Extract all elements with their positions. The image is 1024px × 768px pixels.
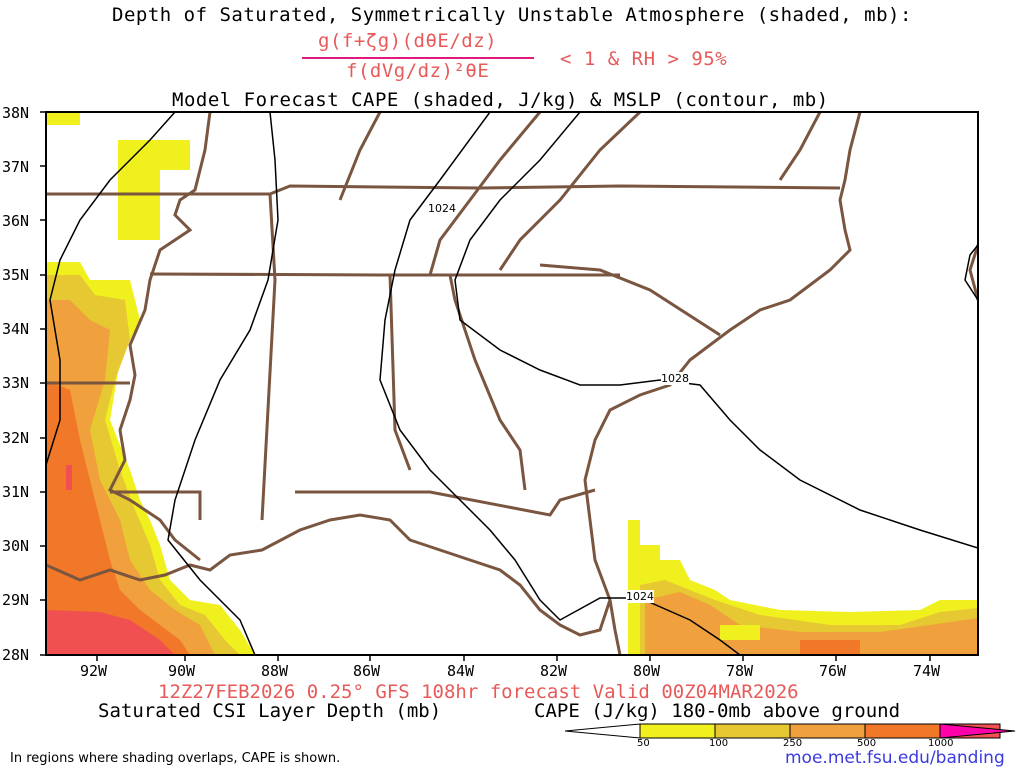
- map-title: Depth of Saturated, Symmetrically Unstab…: [112, 4, 912, 26]
- lon-label: 76W: [819, 662, 847, 680]
- state-boundaries: [46, 112, 978, 655]
- lon-label: 86W: [353, 662, 381, 680]
- formula-numerator: g(f+ζg)(dθE/dz): [318, 30, 498, 52]
- lat-label: 28N: [2, 646, 30, 664]
- cape-shading: [46, 112, 978, 655]
- colorbar-tick: 500: [857, 738, 877, 749]
- lon-label: 88W: [261, 662, 289, 680]
- lon-label: 80W: [633, 662, 661, 680]
- source-url[interactable]: moe.met.fsu.edu/banding: [785, 748, 1005, 768]
- lon-label: 90W: [168, 662, 196, 680]
- axis-ticks: [40, 111, 931, 661]
- colorbar-tick: 250: [783, 738, 803, 749]
- colorbar-tick: 100: [709, 738, 729, 749]
- lat-label: 29N: [2, 591, 30, 609]
- cape-legend-label: CAPE (J/kg) 180-0mb above ground: [534, 700, 901, 722]
- formula-criteria: < 1 & RH > 95%: [560, 48, 728, 70]
- formula-denominator: f(dVg/dz)²θE: [346, 60, 490, 82]
- colorbar-tick: 1000: [928, 738, 954, 749]
- lon-label: 84W: [447, 662, 475, 680]
- lat-label: 35N: [2, 266, 30, 284]
- lat-label: 30N: [2, 537, 30, 555]
- csi-legend-label: Saturated CSI Layer Depth (mb): [98, 700, 442, 722]
- overlap-note: In regions where shading overlaps, CAPE …: [10, 751, 341, 766]
- isobar-label: 1024: [428, 202, 456, 215]
- lat-label: 33N: [2, 374, 30, 392]
- lat-label: 36N: [2, 212, 30, 230]
- lat-label: 32N: [2, 429, 30, 447]
- lon-label: 82W: [540, 662, 568, 680]
- lon-label: 78W: [726, 662, 754, 680]
- colorbar-tick: 50: [637, 738, 650, 749]
- lat-label: 31N: [2, 483, 30, 501]
- forecast-run: 12Z27FEB2026 0.25° GFS 108hr forecast Va…: [158, 681, 799, 703]
- lat-label: 34N: [2, 320, 30, 338]
- lat-label: 37N: [2, 158, 30, 176]
- lon-label: 74W: [913, 662, 941, 680]
- isobar-label: 1028: [661, 372, 689, 385]
- cape-colorbar: [565, 723, 1016, 739]
- fraction-bar: [302, 57, 534, 59]
- lon-label: 92W: [80, 662, 108, 680]
- lat-label: 38N: [2, 104, 30, 122]
- isobar-label: 1024: [626, 590, 654, 603]
- map-subtitle: Model Forecast CAPE (shaded, J/kg) & MSL…: [172, 89, 829, 111]
